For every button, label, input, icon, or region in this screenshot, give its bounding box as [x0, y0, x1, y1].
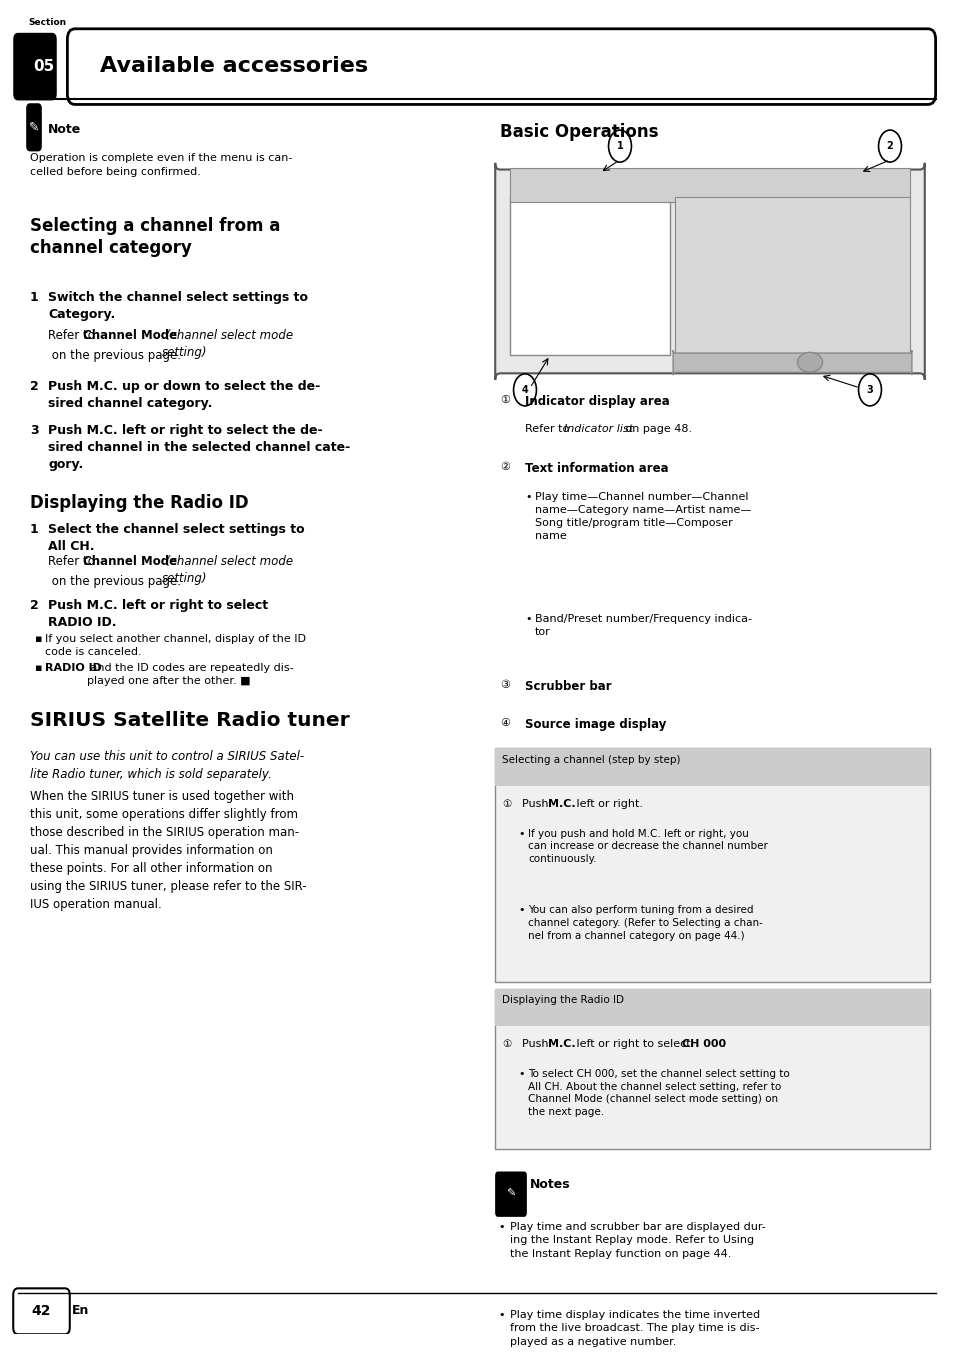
FancyBboxPatch shape [495, 988, 929, 1026]
Text: You can use this unit to control a SIRIUS Satel-
lite Radio tuner, which is sold: You can use this unit to control a SIRIU… [30, 750, 304, 781]
Text: ✎: ✎ [29, 120, 39, 134]
Text: SIRIUS Satellite Radio tuner: SIRIUS Satellite Radio tuner [30, 711, 349, 730]
Text: ✎: ✎ [506, 1190, 516, 1199]
Text: 2: 2 [30, 599, 39, 612]
FancyBboxPatch shape [13, 1288, 70, 1334]
Text: 42: 42 [31, 1303, 51, 1318]
Text: 2: 2 [30, 380, 39, 393]
FancyBboxPatch shape [68, 28, 935, 104]
Text: ①: ① [499, 395, 510, 404]
FancyBboxPatch shape [495, 162, 923, 380]
Text: Push M.C. up or down to select the de-
sired channel category.: Push M.C. up or down to select the de- s… [48, 380, 320, 410]
Ellipse shape [797, 353, 821, 372]
Text: •: • [517, 829, 524, 838]
Text: Refer to: Refer to [48, 554, 98, 568]
Text: Selecting a channel (step by step): Selecting a channel (step by step) [501, 756, 679, 765]
Text: ①: ① [501, 1040, 511, 1049]
Text: left or right to select: left or right to select [573, 1040, 694, 1049]
Text: If you push and hold M.C. left or right, you
can increase or decrease the channe: If you push and hold M.C. left or right,… [527, 829, 767, 864]
Text: En: En [71, 1305, 90, 1317]
Text: Note: Note [48, 123, 81, 137]
Text: Push M.C. left or right to select
RADIO ID.: Push M.C. left or right to select RADIO … [48, 599, 268, 629]
Text: 1: 1 [30, 523, 39, 537]
Text: •: • [497, 1222, 504, 1232]
Circle shape [858, 375, 881, 406]
Text: RADIO ID: RADIO ID [45, 664, 102, 673]
Text: Displaying the Radio ID: Displaying the Radio ID [30, 493, 249, 511]
Text: ①: ① [501, 799, 511, 808]
Text: on the previous page.: on the previous page. [48, 349, 181, 362]
FancyBboxPatch shape [675, 197, 909, 356]
Text: 2: 2 [885, 141, 892, 151]
Text: Section: Section [28, 18, 66, 27]
Circle shape [878, 130, 901, 162]
Text: If you select another channel, display of the ID
code is canceled.: If you select another channel, display o… [45, 634, 306, 657]
Text: Displaying the Radio ID: Displaying the Radio ID [501, 995, 623, 1006]
FancyBboxPatch shape [510, 168, 909, 203]
Text: Switch the channel select settings to
Category.: Switch the channel select settings to Ca… [48, 291, 308, 322]
Circle shape [513, 375, 536, 406]
Text: left or right.: left or right. [573, 799, 642, 808]
Text: (channel select mode
setting): (channel select mode setting) [162, 554, 293, 584]
Text: •: • [497, 1310, 504, 1321]
Text: Select the channel select settings to
All CH.: Select the channel select settings to Al… [48, 523, 304, 553]
Text: 4: 4 [521, 385, 528, 395]
Text: on page 48.: on page 48. [621, 425, 691, 434]
Text: •: • [524, 492, 531, 502]
Text: Push: Push [521, 1040, 552, 1049]
Text: Push M.C. left or right to select the de-
sired channel in the selected channel : Push M.C. left or right to select the de… [48, 425, 350, 472]
Text: You can also perform tuning from a desired
channel category. (Refer to Selecting: You can also perform tuning from a desir… [527, 906, 762, 941]
Text: Play time—Channel number—Channel
name—Category name—Artist name—
Song title/prog: Play time—Channel number—Channel name—Ca… [535, 492, 751, 541]
Text: ▪: ▪ [35, 634, 43, 644]
Text: Available accessories: Available accessories [100, 57, 368, 76]
Text: Indicator list: Indicator list [563, 425, 633, 434]
Text: Refer to: Refer to [48, 329, 98, 342]
Text: 3: 3 [865, 385, 872, 395]
Text: Band/Preset number/Frequency indica-
tor: Band/Preset number/Frequency indica- tor [535, 614, 751, 637]
Text: CH 000: CH 000 [681, 1040, 725, 1049]
Text: 1: 1 [616, 141, 622, 151]
Text: Notes: Notes [530, 1178, 570, 1191]
Text: •: • [517, 906, 524, 915]
FancyBboxPatch shape [495, 749, 929, 982]
Text: ③: ③ [499, 680, 510, 690]
Text: Basic Operations: Basic Operations [499, 123, 658, 142]
Text: To select CH 000, set the channel select setting to
All CH. About the channel se: To select CH 000, set the channel select… [527, 1068, 789, 1117]
Text: Selecting a channel from a
channel category: Selecting a channel from a channel categ… [30, 218, 280, 257]
Text: Indicator display area: Indicator display area [524, 395, 669, 408]
Text: •: • [524, 614, 531, 623]
FancyBboxPatch shape [495, 749, 929, 786]
Text: Operation is complete even if the menu is can-
celled before being confirmed.: Operation is complete even if the menu i… [30, 153, 292, 177]
Text: .: . [721, 1040, 725, 1049]
Text: Channel Mode: Channel Mode [83, 329, 177, 342]
Text: on the previous page.: on the previous page. [48, 576, 181, 588]
Text: •: • [517, 1068, 524, 1079]
FancyBboxPatch shape [495, 988, 929, 1149]
Text: M.C.: M.C. [547, 1040, 575, 1049]
Text: Play time display indicates the time inverted
from the live broadcast. The play : Play time display indicates the time inv… [510, 1310, 760, 1347]
Text: and the ID codes are repeatedly dis-
played one after the other. ■: and the ID codes are repeatedly dis- pla… [87, 664, 294, 687]
Text: (channel select mode
setting): (channel select mode setting) [162, 329, 293, 358]
Text: Push: Push [521, 799, 552, 808]
Text: When the SIRIUS tuner is used together with
this unit, some operations differ sl: When the SIRIUS tuner is used together w… [30, 790, 306, 911]
Text: ②: ② [499, 462, 510, 472]
FancyBboxPatch shape [13, 32, 57, 100]
Circle shape [608, 130, 631, 162]
Text: Source image display: Source image display [524, 718, 666, 731]
Text: 1: 1 [30, 291, 39, 304]
FancyBboxPatch shape [673, 350, 911, 375]
Text: ▪: ▪ [35, 664, 43, 673]
Text: 05: 05 [33, 58, 54, 73]
Text: Refer to: Refer to [524, 425, 572, 434]
Text: Scrubber bar: Scrubber bar [524, 680, 611, 692]
Text: Channel Mode: Channel Mode [83, 554, 177, 568]
Text: 3: 3 [30, 425, 38, 438]
FancyBboxPatch shape [26, 103, 42, 151]
FancyBboxPatch shape [510, 197, 669, 356]
Text: ④: ④ [499, 718, 510, 727]
Text: M.C.: M.C. [547, 799, 575, 808]
FancyBboxPatch shape [495, 1171, 526, 1217]
Text: Play time and scrubber bar are displayed dur-
ing the Instant Replay mode. Refer: Play time and scrubber bar are displayed… [510, 1222, 765, 1259]
Text: Text information area: Text information area [524, 462, 668, 476]
